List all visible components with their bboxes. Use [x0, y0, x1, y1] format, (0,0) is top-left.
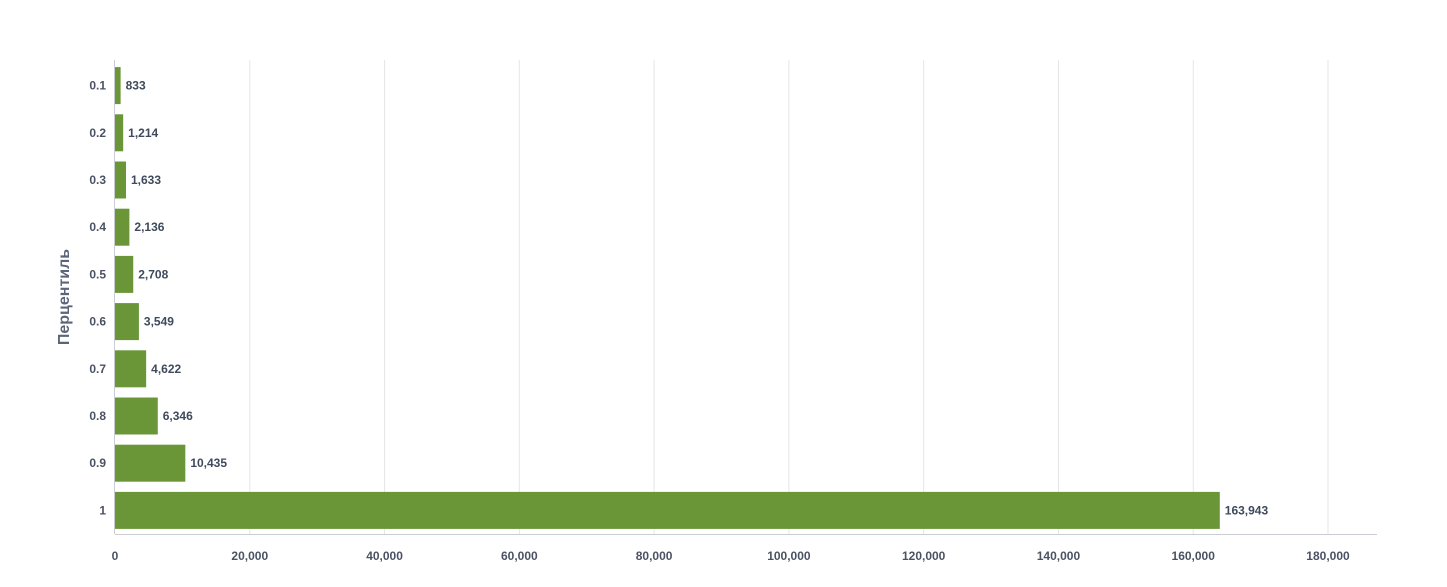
- x-tick-labels: 0 20,000 40,000 60,000 80,000 100,000 120,000 1…: [112, 549, 1350, 563]
- bar: [115, 491, 1220, 529]
- x-tick-label: 140,000: [1037, 549, 1081, 563]
- bar: [115, 161, 127, 199]
- bar: [115, 303, 139, 341]
- data-label: 4,622: [151, 362, 181, 376]
- y-tick-label: 0.9: [89, 456, 106, 470]
- x-tick-label: 100,000: [767, 549, 811, 563]
- y-tick-label: 0.7: [89, 362, 106, 376]
- y-tick-label: 0.8: [89, 409, 106, 423]
- x-tick-label: 40,000: [366, 549, 403, 563]
- bar: [115, 397, 158, 435]
- bar: [115, 255, 134, 293]
- y-tick-label: 1: [99, 503, 106, 517]
- x-tick-label: 20,000: [231, 549, 268, 563]
- x-tick-label: 0: [112, 549, 119, 563]
- y-tick-labels: 0.1 0.2 0.3 0.4 0.5 0.6 0.7 0.8 0.9 1: [89, 79, 106, 518]
- y-tick-label: 0.4: [89, 220, 106, 234]
- bar: [115, 350, 147, 388]
- y-tick-label: 0.1: [89, 79, 106, 93]
- y-axis-title: Перцентиль: [56, 249, 73, 345]
- data-label: 1,633: [131, 173, 161, 187]
- data-label: 6,346: [163, 409, 193, 423]
- bar: [115, 114, 124, 152]
- bar: [115, 208, 130, 246]
- x-tick-label: 120,000: [902, 549, 946, 563]
- bar: [115, 444, 186, 482]
- data-label: 833: [126, 79, 146, 93]
- y-tick-label: 0.6: [89, 315, 106, 329]
- data-label: 3,549: [144, 315, 174, 329]
- bar: [115, 67, 121, 105]
- y-tick-label: 0.2: [89, 126, 106, 140]
- data-labels: 833 1,214 1,633 2,136 2,708 3,549 4,622 6,346 10…: [126, 79, 1269, 518]
- data-label: 163,943: [1225, 503, 1269, 517]
- x-tick-label: 80,000: [636, 549, 673, 563]
- data-label: 2,136: [134, 220, 164, 234]
- x-tick-label: 60,000: [501, 549, 538, 563]
- grid-lines: [249, 60, 1329, 534]
- y-tick-label: 0.5: [89, 267, 106, 281]
- bars: [115, 67, 1220, 529]
- data-label: 1,214: [128, 126, 158, 140]
- data-label: 2,708: [138, 267, 168, 281]
- x-tick-label: 160,000: [1172, 549, 1216, 563]
- data-label: 10,435: [190, 456, 227, 470]
- y-tick-label: 0.3: [89, 173, 106, 187]
- x-tick-label: 180,000: [1306, 549, 1350, 563]
